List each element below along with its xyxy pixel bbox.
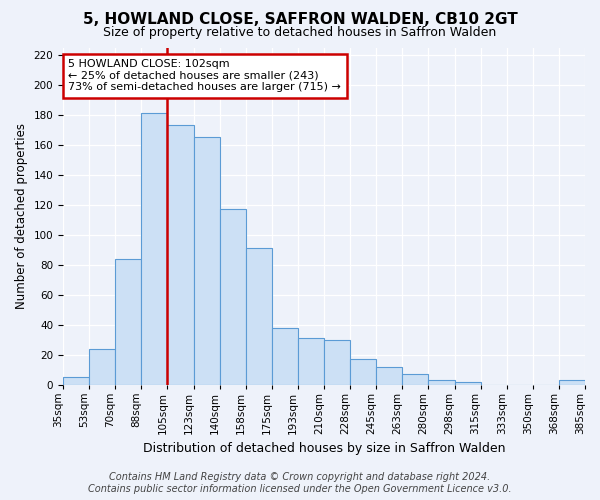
Bar bbox=[63, 377, 89, 384]
Bar bbox=[428, 380, 455, 384]
Text: 5 HOWLAND CLOSE: 102sqm
← 25% of detached houses are smaller (243)
73% of semi-d: 5 HOWLAND CLOSE: 102sqm ← 25% of detache… bbox=[68, 60, 341, 92]
Bar bbox=[403, 374, 428, 384]
Bar bbox=[89, 348, 115, 384]
Bar bbox=[376, 366, 403, 384]
X-axis label: Distribution of detached houses by size in Saffron Walden: Distribution of detached houses by size … bbox=[143, 442, 505, 455]
Bar bbox=[142, 114, 167, 384]
Bar bbox=[115, 258, 142, 384]
Bar bbox=[559, 380, 585, 384]
Text: Size of property relative to detached houses in Saffron Walden: Size of property relative to detached ho… bbox=[103, 26, 497, 39]
Bar bbox=[350, 359, 376, 384]
Bar bbox=[298, 338, 324, 384]
Bar bbox=[167, 126, 194, 384]
Text: Contains HM Land Registry data © Crown copyright and database right 2024.
Contai: Contains HM Land Registry data © Crown c… bbox=[88, 472, 512, 494]
Bar bbox=[246, 248, 272, 384]
Bar bbox=[220, 210, 246, 384]
Bar bbox=[272, 328, 298, 384]
Bar bbox=[455, 382, 481, 384]
Text: 5, HOWLAND CLOSE, SAFFRON WALDEN, CB10 2GT: 5, HOWLAND CLOSE, SAFFRON WALDEN, CB10 2… bbox=[83, 12, 517, 28]
Y-axis label: Number of detached properties: Number of detached properties bbox=[15, 123, 28, 309]
Bar bbox=[194, 138, 220, 384]
Bar bbox=[324, 340, 350, 384]
